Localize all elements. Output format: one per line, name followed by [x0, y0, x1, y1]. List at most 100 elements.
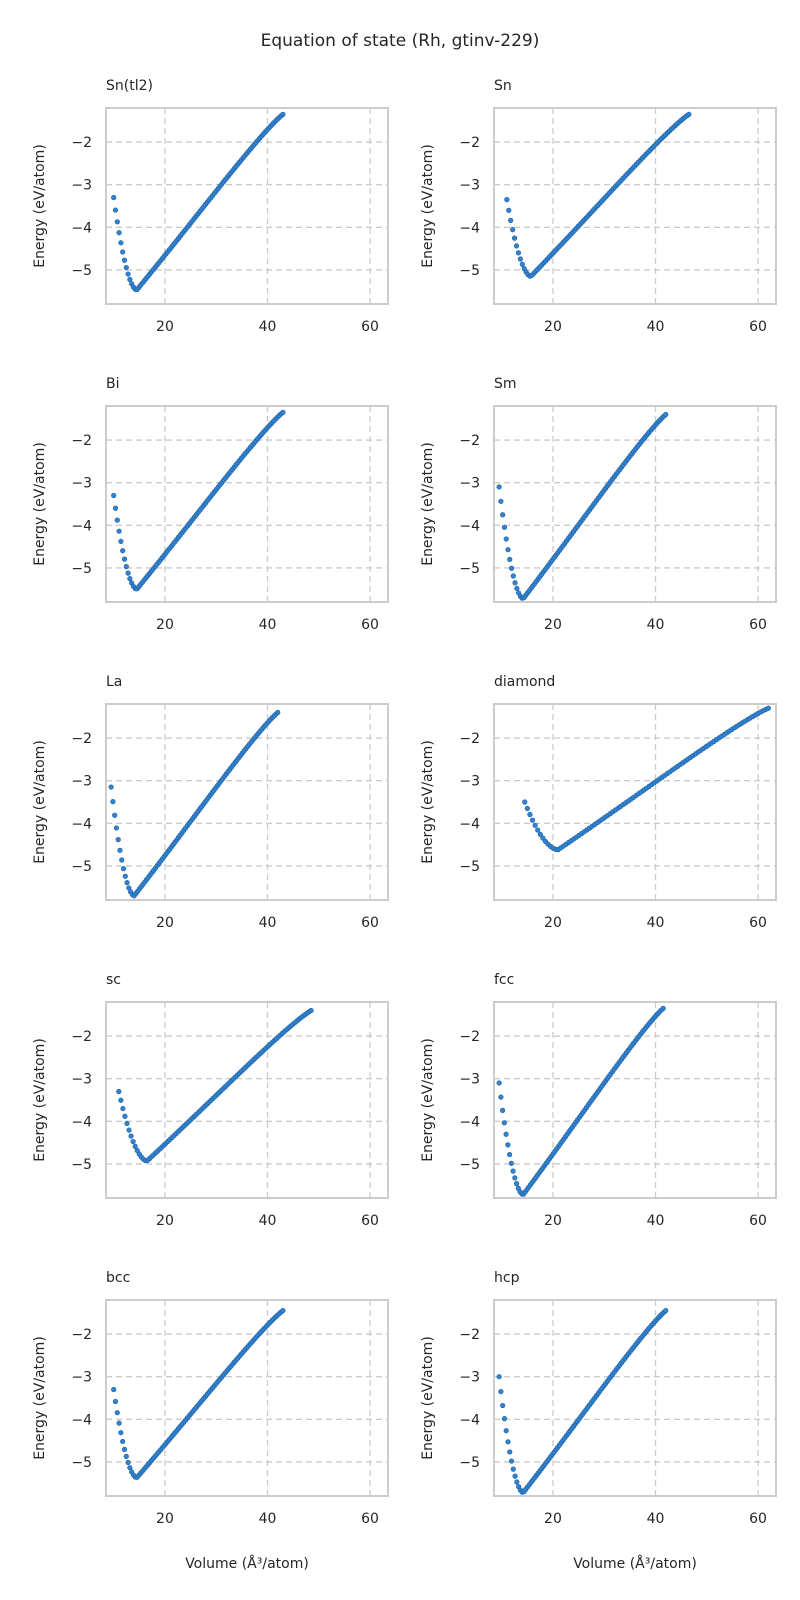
data-point: [280, 1308, 286, 1314]
y-tick-label: −5: [459, 263, 480, 279]
data-point: [125, 570, 131, 576]
data-point: [527, 811, 533, 818]
data-point: [500, 1107, 506, 1113]
y-tick-label: −5: [71, 1157, 92, 1173]
panel-title: hcp: [494, 1270, 520, 1286]
eos-panel: Sn(tl2) 20 40 60 −5 −4 −3 −2 Energy (eV/atom): [32, 78, 389, 335]
y-tick-label: −4: [71, 816, 92, 832]
y-tick-label: −2: [459, 433, 480, 449]
data-point: [501, 1120, 507, 1126]
data-point: [498, 498, 504, 504]
x-tick-label: 20: [544, 1511, 562, 1527]
data-point: [118, 538, 124, 545]
x-tick-label: 60: [361, 617, 379, 633]
x-tick-label: 60: [361, 915, 379, 931]
data-point: [507, 1151, 513, 1158]
data-point: [127, 1465, 133, 1471]
data-point: [505, 1142, 511, 1148]
data-point: [125, 1459, 131, 1466]
x-tick-label: 60: [749, 1511, 767, 1527]
data-point: [123, 563, 129, 570]
data-point: [118, 1097, 124, 1103]
y-tick-label: −4: [71, 220, 92, 236]
data-point: [508, 1458, 515, 1464]
data-point: [122, 1113, 128, 1119]
plot-frame: [105, 1001, 389, 1199]
data-point: [496, 1080, 502, 1086]
data-point: [503, 1131, 509, 1137]
x-tick-label: 40: [259, 915, 277, 931]
x-tick-label: 20: [544, 617, 562, 633]
x-tick-label: 40: [647, 617, 665, 633]
data-point: [132, 1143, 138, 1149]
data-point: [506, 207, 512, 213]
data-point: [119, 857, 125, 863]
y-tick-label: −2: [71, 1029, 92, 1045]
x-tick-label: 60: [749, 319, 767, 335]
panel-title: fcc: [494, 972, 514, 988]
y-tick-label: −5: [71, 1455, 92, 1471]
data-point: [127, 276, 133, 283]
data-point: [112, 207, 119, 213]
y-tick-label: −3: [459, 1370, 480, 1386]
y-tick-label: −2: [71, 1327, 92, 1343]
panel-title: diamond: [494, 674, 555, 690]
data-point: [130, 1138, 136, 1145]
y-tick-label: −3: [71, 476, 92, 492]
data-point: [118, 240, 124, 246]
y-tick-label: −5: [71, 859, 92, 875]
x-tick-label: 20: [156, 915, 174, 931]
y-tick-label: −3: [459, 476, 480, 492]
data-point: [117, 847, 123, 853]
data-point: [522, 799, 528, 805]
data-point: [125, 271, 131, 277]
data-point: [108, 784, 114, 790]
x-tick-label: 20: [156, 1213, 174, 1229]
data-point: [498, 1388, 504, 1395]
data-point: [517, 256, 523, 262]
plot-frame: [493, 405, 777, 603]
data-point: [126, 1127, 132, 1133]
y-tick-label: −4: [71, 1114, 92, 1130]
data-point: [128, 1133, 134, 1139]
data-point: [505, 547, 511, 553]
data-point: [116, 230, 122, 236]
data-point: [519, 261, 525, 267]
eos-panel: bcc 20 40 60 −5 −4 −3 −2 Energy (eV/atom): [32, 1270, 389, 1527]
panel-title: La: [106, 674, 122, 690]
data-point: [275, 709, 281, 716]
eos-panel: La 20 40 60 −5 −4 −3 −2 Energy (eV/atom): [32, 674, 389, 931]
y-tick-label: −4: [459, 220, 480, 236]
y-axis-label: Energy (eV/atom): [32, 1038, 48, 1162]
data-point: [115, 837, 121, 843]
data-point: [121, 257, 128, 263]
y-tick-label: −3: [71, 1370, 92, 1386]
y-tick-label: −2: [459, 1327, 480, 1343]
panel-title: sc: [106, 972, 121, 988]
plot-frame: [105, 703, 389, 901]
x-axis-label-left: Volume (Å³/atom): [185, 1555, 309, 1572]
y-tick-label: −4: [459, 1412, 480, 1428]
y-tick-label: −2: [71, 135, 92, 151]
data-point: [116, 528, 122, 534]
y-tick-label: −3: [71, 774, 92, 790]
panels: Sn(tl2) 20 40 60 −5 −4 −3 −2 Energy (eV/atom) Sn 2…: [32, 78, 777, 1527]
data-point: [507, 1449, 513, 1455]
data-point: [686, 111, 692, 117]
x-tick-label: 40: [647, 915, 665, 931]
y-tick-label: −4: [71, 1412, 92, 1428]
data-point: [765, 705, 771, 711]
data-point: [120, 866, 127, 872]
panel-title: Sm: [494, 376, 517, 392]
data-point: [510, 1168, 516, 1174]
data-point: [503, 1428, 509, 1434]
y-tick-label: −2: [459, 135, 480, 151]
data-point: [113, 825, 120, 831]
y-axis-label: Energy (eV/atom): [420, 144, 436, 268]
data-point: [663, 1308, 669, 1314]
y-axis-label: Energy (eV/atom): [420, 1038, 436, 1162]
y-axis-label: Energy (eV/atom): [32, 740, 48, 864]
data-point: [508, 1160, 514, 1166]
data-point: [663, 411, 669, 418]
